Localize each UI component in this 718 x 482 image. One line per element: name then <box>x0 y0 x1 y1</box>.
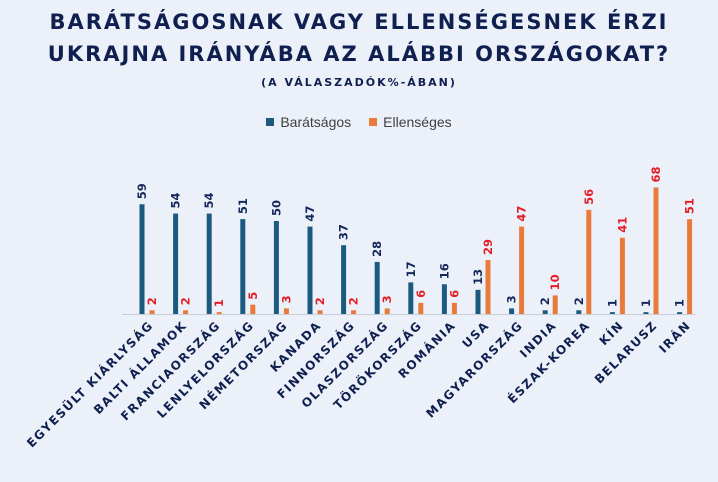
data-label-friendly: 2 <box>538 297 552 305</box>
data-label-hostile: 2 <box>145 297 159 305</box>
data-label-hostile: 3 <box>380 295 394 303</box>
legend-swatch-friendly <box>266 118 275 126</box>
bar-friendly <box>307 226 313 314</box>
bar-hostile <box>317 310 323 314</box>
data-label-friendly: 59 <box>135 183 149 199</box>
legend: Barátságos Ellenséges <box>0 114 718 130</box>
bar-hostile <box>451 302 457 314</box>
chart-subtitle: (A VÁLASZADÓK%-ÁBAN) <box>261 76 457 89</box>
data-label-friendly: 54 <box>202 193 216 209</box>
bar-hostile <box>250 304 256 314</box>
bar-friendly <box>173 213 179 314</box>
bar-hostile <box>519 226 525 314</box>
bar-friendly <box>206 213 212 314</box>
data-label-hostile: 2 <box>313 297 327 305</box>
data-label-hostile: 6 <box>414 290 428 298</box>
data-label-friendly: 1 <box>673 299 687 307</box>
data-label-hostile: 2 <box>179 297 193 305</box>
data-label-hostile: 2 <box>347 297 361 305</box>
data-label-friendly: 51 <box>236 198 250 214</box>
bar-friendly <box>441 284 447 314</box>
data-label-friendly: 2 <box>572 297 586 305</box>
bar-friendly <box>408 282 414 314</box>
bar-hostile <box>384 308 390 314</box>
bar-hostile <box>418 302 424 314</box>
x-tick-label: KÍN <box>596 318 627 349</box>
bar-friendly <box>542 310 548 314</box>
data-label-friendly: 3 <box>505 295 519 303</box>
data-label-hostile: 56 <box>582 189 596 205</box>
bar-friendly <box>341 245 347 314</box>
legend-item-hostile: Ellenséges <box>369 114 452 130</box>
bar-hostile <box>183 310 189 314</box>
bar-hostile <box>351 310 357 314</box>
bar-friendly <box>643 312 649 314</box>
data-label-hostile: 68 <box>649 167 663 183</box>
data-label-friendly: 37 <box>337 224 351 240</box>
bar-hostile <box>619 237 625 314</box>
data-label-hostile: 6 <box>447 290 461 298</box>
bar-friendly <box>240 219 246 314</box>
legend-item-friendly: Barátságos <box>266 114 351 130</box>
bar-friendly <box>475 289 481 314</box>
data-label-hostile: 29 <box>481 239 495 255</box>
bar-friendly <box>677 312 683 314</box>
data-label-hostile: 3 <box>279 295 293 303</box>
bar-friendly <box>374 261 380 314</box>
legend-label-friendly: Barátságos <box>280 114 352 130</box>
bar-hostile <box>653 187 659 314</box>
x-tick-label: ROMÁNIA <box>395 318 459 382</box>
bar-friendly <box>609 312 615 314</box>
x-tick-label: IRÁN <box>656 318 694 356</box>
data-label-friendly: 1 <box>639 299 653 307</box>
bar-hostile <box>552 295 558 314</box>
data-label-friendly: 28 <box>370 241 384 257</box>
data-label-hostile: 47 <box>515 206 529 222</box>
data-label-friendly: 13 <box>471 269 485 285</box>
bar-friendly <box>509 308 515 314</box>
bar-friendly <box>139 204 145 314</box>
bar-hostile <box>687 219 693 314</box>
data-label-friendly: 16 <box>437 263 451 279</box>
bar-hostile <box>485 260 491 314</box>
data-label-friendly: 1 <box>605 299 619 307</box>
data-label-hostile: 1 <box>212 299 226 307</box>
data-label-hostile: 51 <box>683 198 697 214</box>
data-label-hostile: 10 <box>548 274 562 290</box>
chart-title-line-2: UKRAJNA IRÁNYÁBA AZ ALÁBBI ORSZÁGOKAT? <box>47 42 671 66</box>
legend-swatch-hostile <box>369 118 378 126</box>
data-label-hostile: 41 <box>615 217 629 233</box>
bar-hostile <box>149 310 155 314</box>
legend-label-hostile: Ellenséges <box>383 114 452 130</box>
data-label-friendly: 54 <box>169 193 183 209</box>
data-label-friendly: 50 <box>269 200 283 216</box>
data-label-friendly: 17 <box>404 261 418 277</box>
data-label-friendly: 47 <box>303 206 317 222</box>
data-label-hostile: 5 <box>246 292 260 300</box>
bar-friendly <box>576 310 582 314</box>
bar-friendly <box>273 221 279 314</box>
bar-hostile <box>283 308 289 314</box>
chart-title-line-1: BARÁTSÁGOSNAK VAGY ELLENSÉGESNEK ÉRZI <box>49 10 669 34</box>
bar-hostile <box>586 209 592 314</box>
x-tick-label: EGYESÜLT KIÁRLYSÁG <box>23 318 156 451</box>
bar-hostile <box>216 312 222 314</box>
